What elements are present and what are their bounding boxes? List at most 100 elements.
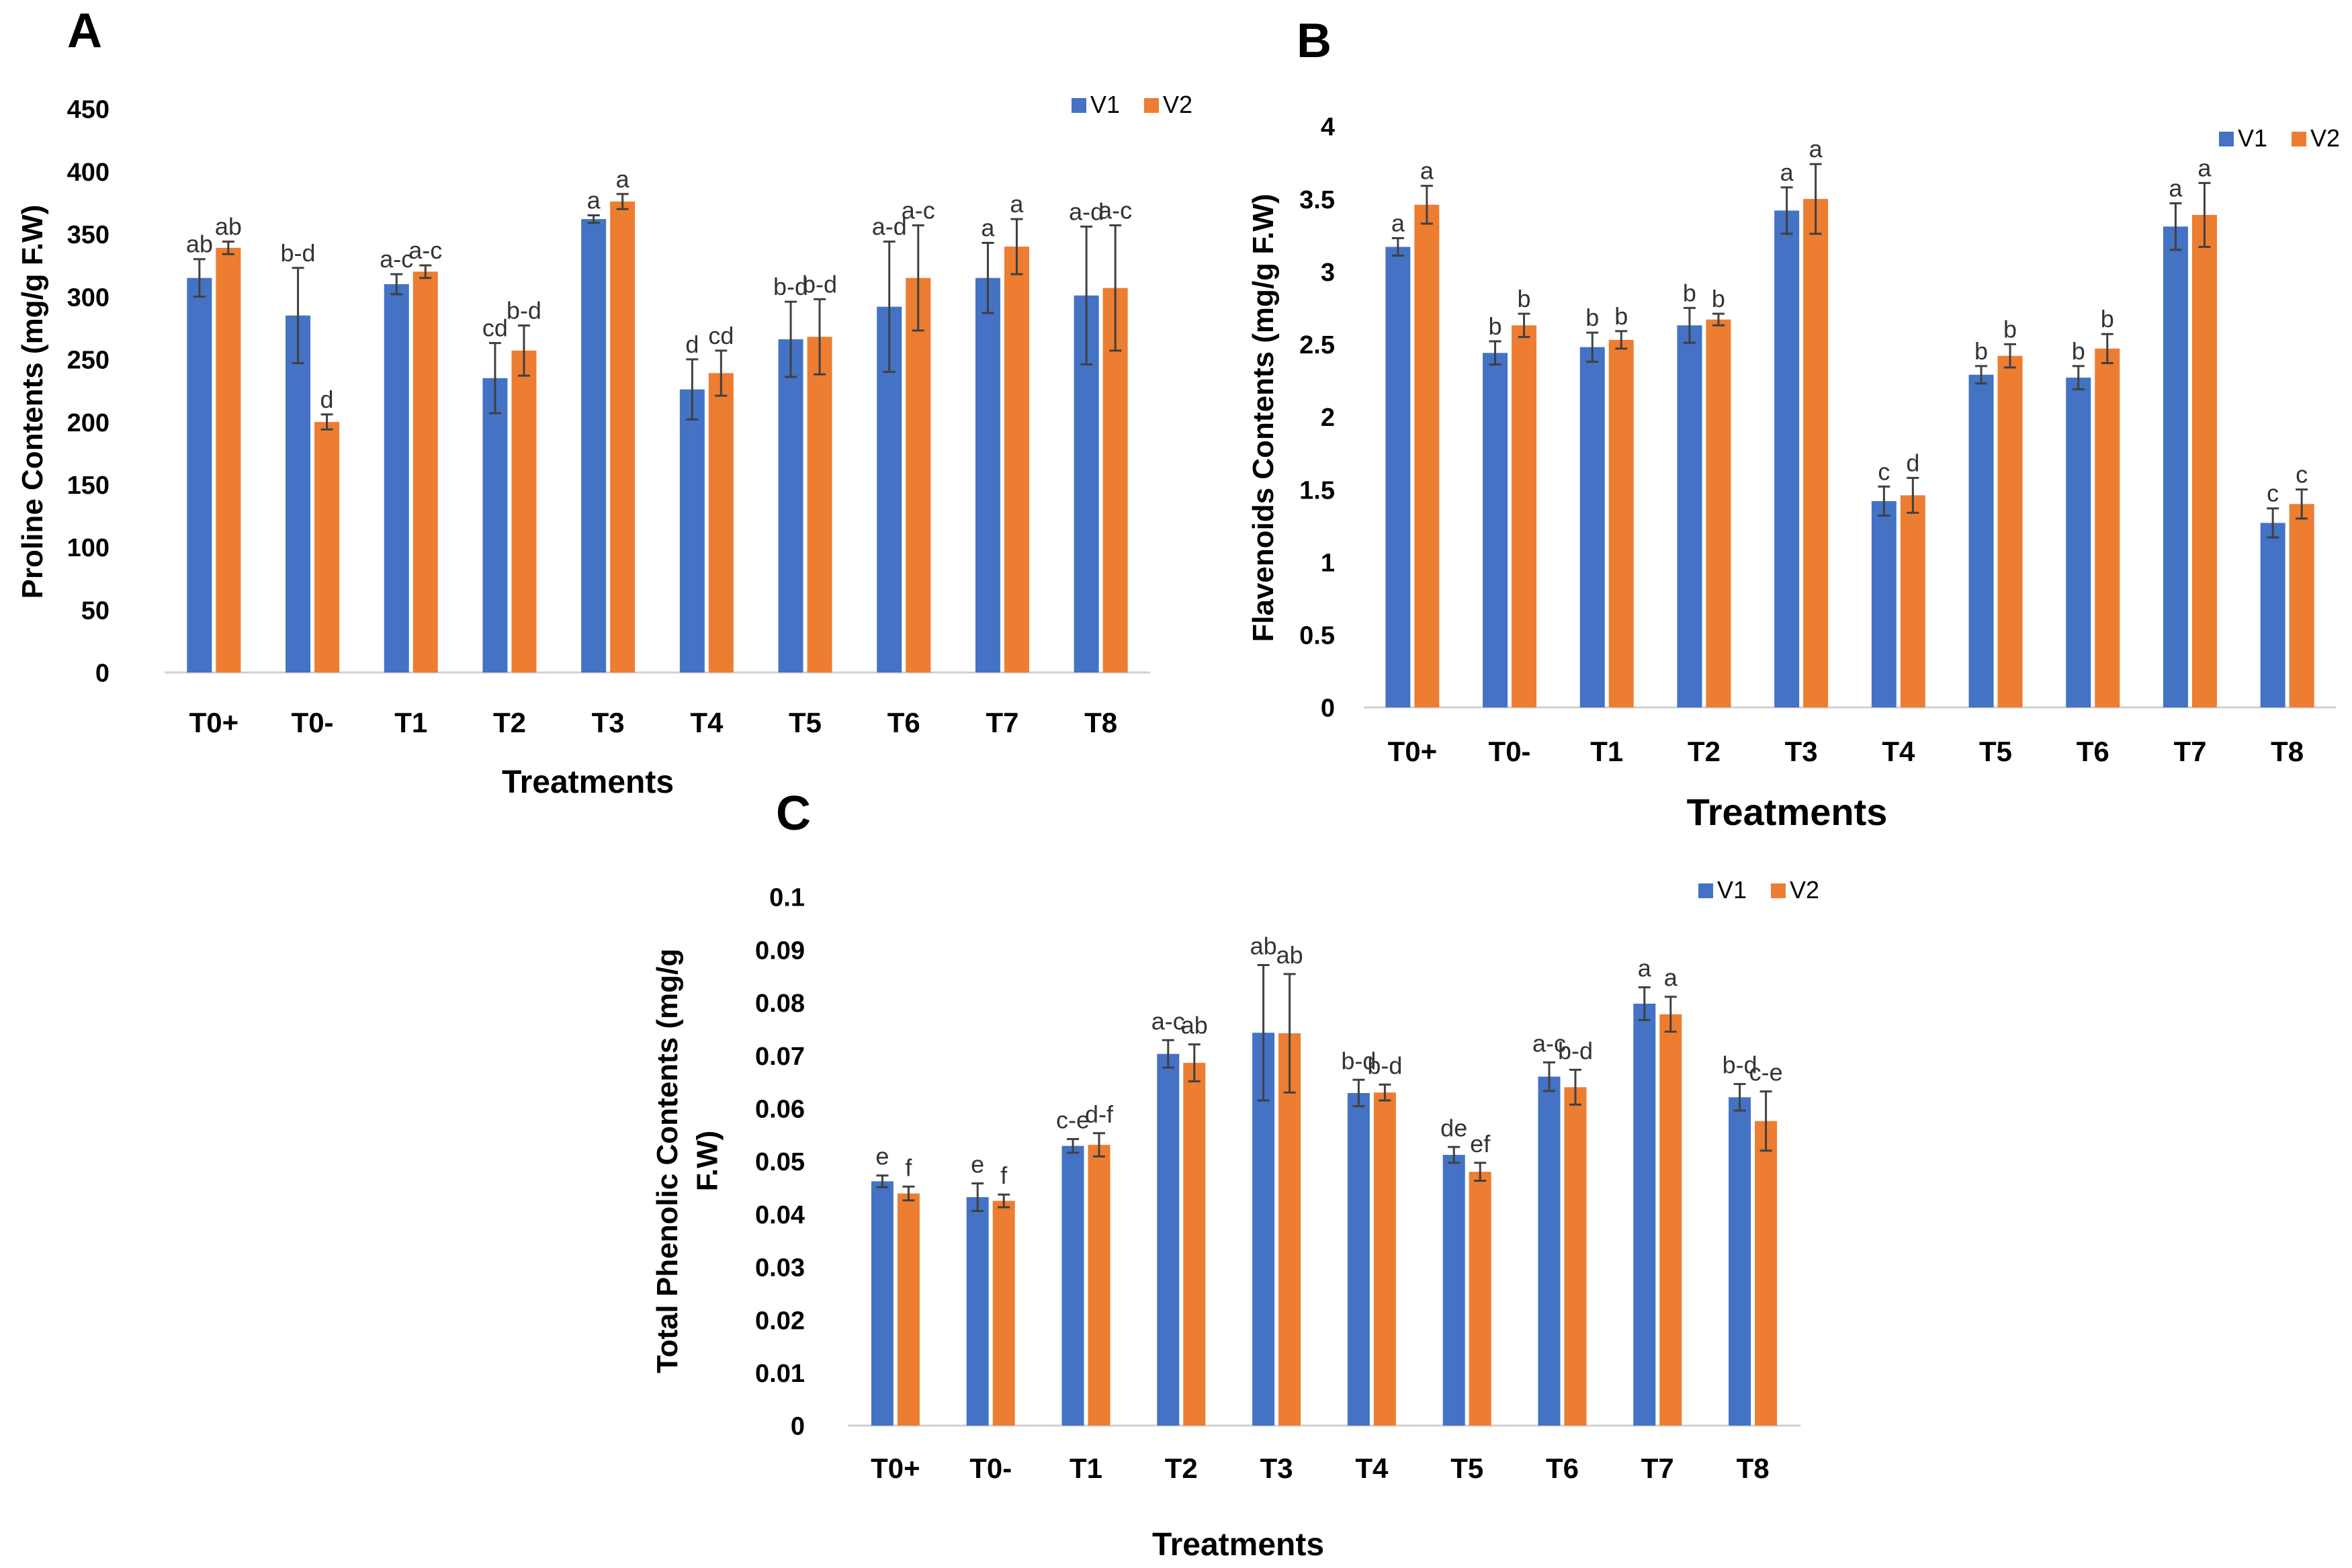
significance-label: b-d — [773, 273, 808, 300]
y-tick-label: 50 — [81, 597, 110, 625]
significance-label: a-c — [1151, 1007, 1185, 1035]
significance-label: d — [320, 386, 334, 413]
y-axis-title: Flavenoids Contents (mg/g F.W) — [1247, 193, 1280, 642]
significance-label: e — [875, 1143, 889, 1170]
x-tick-label: T0+ — [189, 707, 239, 738]
x-axis-title: Treatments — [502, 765, 674, 800]
x-tick-label: T1 — [1590, 736, 1623, 767]
bar-v2 — [412, 271, 438, 672]
x-tick-label: T2 — [493, 707, 526, 738]
bar-v2 — [610, 201, 636, 673]
x-tick-label: T3 — [1260, 1452, 1293, 1484]
significance-label: cd — [482, 314, 508, 342]
x-tick-label: T8 — [2271, 736, 2304, 767]
x-tick-label: T2 — [1688, 736, 1721, 767]
significance-label: b — [1683, 279, 1696, 306]
bar-v2 — [1469, 1172, 1491, 1426]
significance-label: a — [1391, 210, 1405, 237]
significance-label: b — [1585, 304, 1599, 331]
legend-label-v2: V2 — [2310, 124, 2340, 152]
x-tick-label: T7 — [986, 707, 1018, 738]
y-axis-title: Proline Contents (mg/g F.W) — [16, 205, 49, 599]
x-tick-label: T0- — [969, 1452, 1012, 1484]
bar-v2 — [1755, 1121, 1778, 1426]
bar-v2 — [1900, 495, 1925, 707]
x-tick-label: T5 — [1979, 736, 2012, 767]
significance-label: c-e — [1749, 1059, 1783, 1086]
significance-label: b-d — [1558, 1037, 1593, 1064]
significance-label: a — [981, 214, 995, 241]
significance-label: c-e — [1056, 1106, 1090, 1133]
bar-v1 — [1538, 1076, 1561, 1426]
y-tick-label: 0 — [1321, 695, 1335, 723]
bar-v2 — [1373, 1092, 1396, 1426]
y-tick-label: 0 — [791, 1413, 805, 1441]
significance-label: a — [1780, 159, 1794, 186]
bar-v1 — [1633, 1003, 1656, 1426]
y-tick-label: 0.08 — [755, 990, 805, 1018]
significance-label: ab — [1276, 941, 1303, 969]
y-tick-label: 0.05 — [755, 1148, 805, 1176]
bar-v2 — [1803, 199, 1829, 707]
x-tick-label: T5 — [789, 707, 822, 738]
bar-v1 — [1061, 1145, 1084, 1426]
significance-label: a-d — [872, 213, 907, 241]
significance-label: a — [616, 165, 630, 193]
bar-v1 — [966, 1197, 989, 1426]
bar-v1 — [871, 1181, 894, 1426]
x-axis-title: Treatments — [1687, 791, 1888, 833]
x-tick-label: T2 — [1165, 1452, 1198, 1484]
bar-v2 — [1608, 339, 1634, 707]
significance-label: b — [1489, 312, 1502, 340]
x-tick-label: T3 — [1785, 736, 1818, 767]
bar-v2 — [314, 422, 340, 672]
significance-label: b-d — [802, 270, 837, 298]
significance-label: a-c — [902, 196, 935, 224]
bar-v1 — [1677, 325, 1702, 707]
significance-label: ab — [215, 213, 242, 241]
significance-label: d — [1906, 449, 1919, 476]
bar-v2 — [511, 350, 537, 672]
bar-v1 — [1729, 1097, 1751, 1426]
bar-v1 — [1774, 210, 1800, 707]
y-tick-label: 1.5 — [1299, 476, 1335, 505]
significance-label: d-f — [1085, 1100, 1114, 1128]
y-tick-label: 2 — [1321, 404, 1335, 432]
significance-label: a — [1010, 190, 1024, 218]
y-tick-label: 350 — [67, 221, 110, 249]
y-axis-title-line: Total Phenolic Contents (mg/g — [651, 949, 684, 1373]
y-tick-label: 0.09 — [755, 937, 805, 965]
bar-v2 — [1997, 355, 2023, 707]
bar-v2 — [1659, 1014, 1682, 1426]
significance-label: a — [1664, 964, 1678, 992]
bar-v2 — [1564, 1087, 1587, 1426]
significance-label: b-d — [281, 239, 316, 267]
significance-label: ab — [1181, 1012, 1208, 1039]
bar-v2 — [992, 1201, 1015, 1426]
x-tick-label: T8 — [1084, 707, 1117, 738]
x-tick-label: T0- — [1489, 736, 1531, 767]
significance-label: b — [1712, 285, 1725, 312]
y-axis-title: Total Phenolic Contents (mg/g F.W) — [651, 949, 724, 1373]
legend-swatch-v2 — [1771, 883, 1786, 898]
y-tick-label: 0.04 — [755, 1201, 805, 1229]
panel-letter-a: A — [67, 4, 102, 58]
y-tick-label: 0.02 — [755, 1307, 805, 1335]
significance-label: a-c — [1098, 196, 1132, 224]
phenolic-chart: 0 0.01 0.02 0.03 0.04 0.05 0.06 0.07 0.08 0.09 0.1… — [651, 876, 1819, 1563]
significance-label: a-d — [1069, 198, 1104, 225]
bar-v1 — [384, 284, 409, 672]
bar-v2 — [906, 277, 931, 672]
x-axis-title: Treatments — [1152, 1527, 1324, 1563]
y-tick-label: 450 — [67, 96, 110, 124]
significance-label: b — [2101, 305, 2114, 333]
y-tick-label: 0.1 — [769, 884, 805, 912]
bar-v2 — [1004, 247, 1029, 673]
significance-label: d — [685, 331, 699, 358]
bar-v2 — [1706, 319, 1731, 707]
bar-v1 — [482, 378, 508, 672]
significance-label: b — [2003, 315, 2017, 343]
bar-v1 — [1871, 500, 1897, 707]
bar-v2 — [708, 373, 734, 672]
